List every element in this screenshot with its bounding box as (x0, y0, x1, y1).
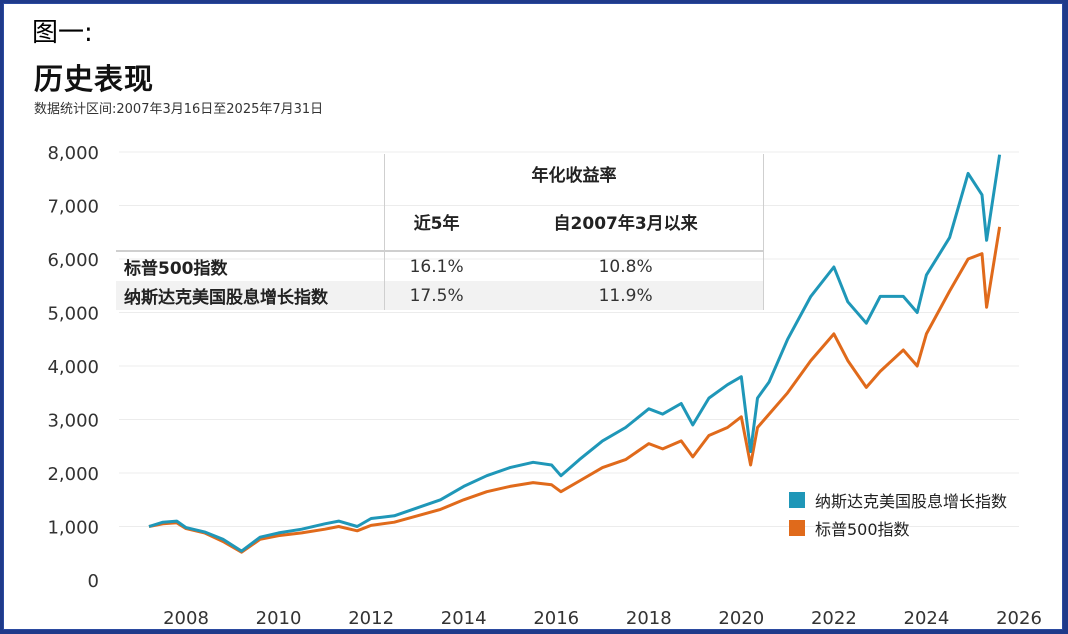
row-value-5y: 17.5% (384, 281, 489, 310)
y-tick-label: 0 (88, 571, 99, 592)
row-value-since-2007: 11.9% (488, 281, 765, 310)
series-lines (148, 154, 1002, 554)
x-tick-label: 2010 (256, 608, 302, 629)
y-tick-label: 5,000 (47, 304, 99, 325)
y-axis: 0 1,000 2,000 3,000 4,000 5,000 6,000 7,000 8,00… (47, 143, 99, 592)
series-line-sp500 (148, 226, 1002, 554)
table-corner-2 (116, 192, 385, 251)
y-tick-label: 3,000 (47, 411, 99, 432)
chart-subtitle: 数据统计区间:2007年3月16日至2025年7月31日 (34, 102, 324, 117)
col-header-5y: 近5年 (413, 213, 460, 234)
y-tick-label: 7,000 (47, 197, 99, 218)
y-tick-label: 8,000 (47, 143, 99, 164)
y-tick-label: 4,000 (47, 357, 99, 378)
group-header: 年化收益率 (384, 154, 764, 192)
legend-label-sp500: 标普500指数 (815, 520, 910, 539)
table-corner (116, 154, 385, 192)
x-tick-label: 2012 (348, 608, 394, 629)
y-tick-label: 6,000 (47, 250, 99, 271)
chart-legend: 纳斯达克美国股息增长指数 标普500指数 (789, 486, 1007, 542)
x-tick-label: 2022 (811, 608, 857, 629)
x-tick-label: 2014 (441, 608, 487, 629)
legend-item-nasdaq: 纳斯达克美国股息增长指数 (789, 486, 1007, 514)
row-value-5y: 16.1% (384, 250, 489, 281)
y-tick-label: 2,000 (47, 464, 99, 485)
legend-label-nasdaq: 纳斯达克美国股息增长指数 (815, 492, 1008, 511)
series-line-nasdaq (148, 154, 1002, 553)
table-row: 纳斯达克美国股息增长指数 17.5% 11.9% (116, 281, 765, 310)
col-header-since-2007: 自2007年3月以来 (488, 192, 765, 251)
chart-frame: 图一: 历史表现 数据统计区间:2007年3月16日至2025年7月31日 0 1… (3, 3, 1063, 630)
y-tick-label: 1,000 (47, 518, 99, 539)
x-tick-label: 2016 (533, 608, 579, 629)
figure-label: 图一: (32, 18, 93, 48)
x-tick-label: 2026 (996, 608, 1042, 629)
chart-title: 历史表现 (34, 62, 155, 96)
x-tick-label: 2020 (718, 608, 764, 629)
row-value-since-2007: 10.8% (488, 250, 765, 281)
x-tick-label: 2024 (904, 608, 950, 629)
row-name: 纳斯达克美国股息增长指数 (116, 281, 385, 310)
legend-swatch-nasdaq (789, 492, 805, 508)
legend-swatch-sp500 (789, 520, 805, 536)
legend-item-sp500: 标普500指数 (789, 514, 1007, 542)
x-tick-label: 2008 (163, 608, 209, 629)
returns-table: 年化收益率 近5年 自2007年3月以来 标普500指数 16.1% 10.8%… (116, 154, 765, 310)
x-tick-label: 2018 (626, 608, 672, 629)
table-row: 标普500指数 16.1% 10.8% (116, 250, 765, 281)
x-axis: 2008 2010 2012 2014 2016 2018 2020 2022 2024 2026 (163, 608, 1042, 629)
row-name: 标普500指数 (116, 250, 385, 281)
